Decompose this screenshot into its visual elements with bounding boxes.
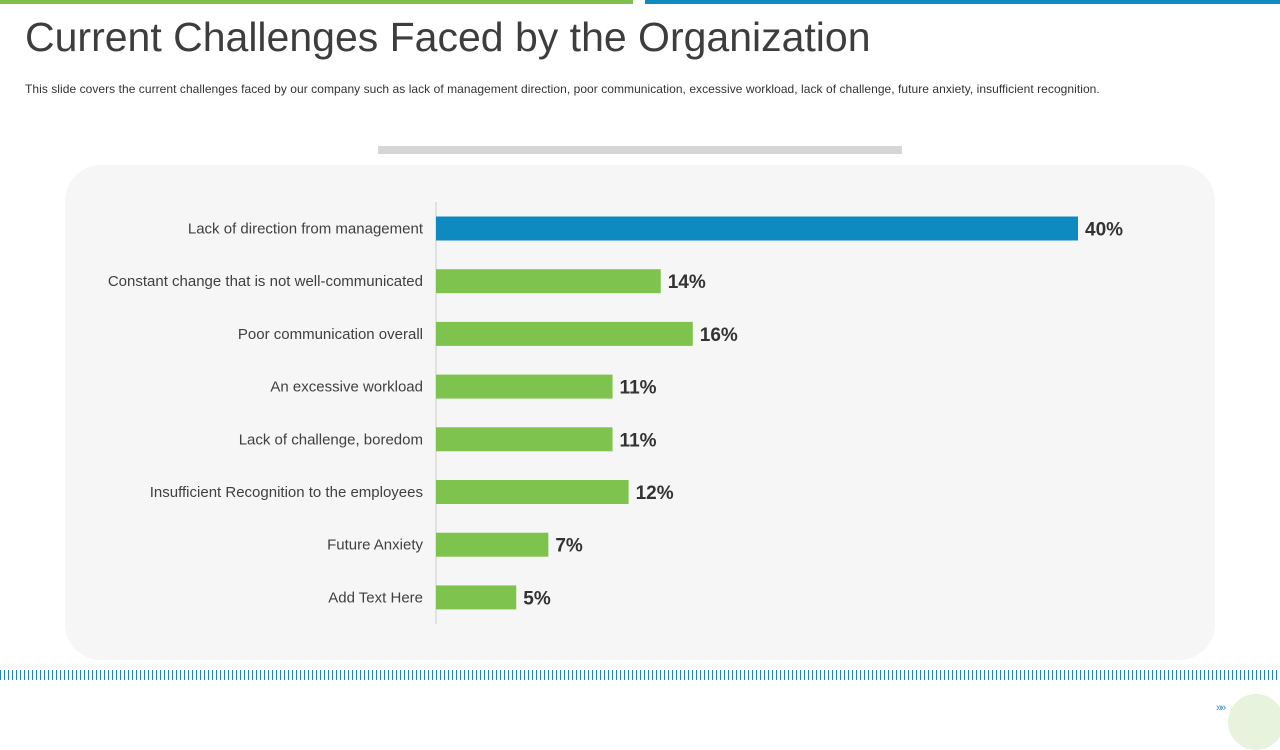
bottom-stripe [0,670,1280,680]
decorative-gray-line [378,146,902,154]
nav-arrows-icon: »» [1216,702,1226,714]
data-label: 11% [620,378,657,399]
category-label: Insufficient Recognition to the employee… [150,484,423,501]
data-label: 5% [523,588,551,609]
bar-chart: Lack of direction from management 40% Cons… [108,202,1123,624]
category-label: Lack of challenge, boredom [239,431,423,448]
bar [436,269,661,294]
slide-subtitle: This slide covers the current challenges… [25,82,1100,96]
data-label: 7% [555,536,583,557]
category-label: Future Anxiety [327,537,423,554]
chart-panel [65,165,1215,660]
data-label: 11% [620,430,657,451]
data-label: 12% [636,483,674,504]
data-label: 14% [668,272,706,293]
bar [436,427,613,452]
category-label: An excessive workload [270,379,423,396]
bar [436,321,693,346]
category-label: Poor communication overall [238,326,423,343]
corner-decoration [1228,694,1280,750]
bar [436,480,629,504]
category-label: Constant change that is not well-communi… [108,273,423,290]
category-label: Lack of direction from management [188,221,424,238]
bar [436,374,613,399]
category-label: Add Text Here [328,589,423,606]
data-label: 16% [700,325,738,346]
data-label: 40% [1085,220,1123,241]
bar [436,532,549,557]
bar [436,585,517,610]
slide-title: Current Challenges Faced by the Organiza… [25,14,871,60]
bar [436,216,1078,241]
top-accent-bar-green [0,0,633,4]
top-accent-bar-blue [645,0,1280,4]
